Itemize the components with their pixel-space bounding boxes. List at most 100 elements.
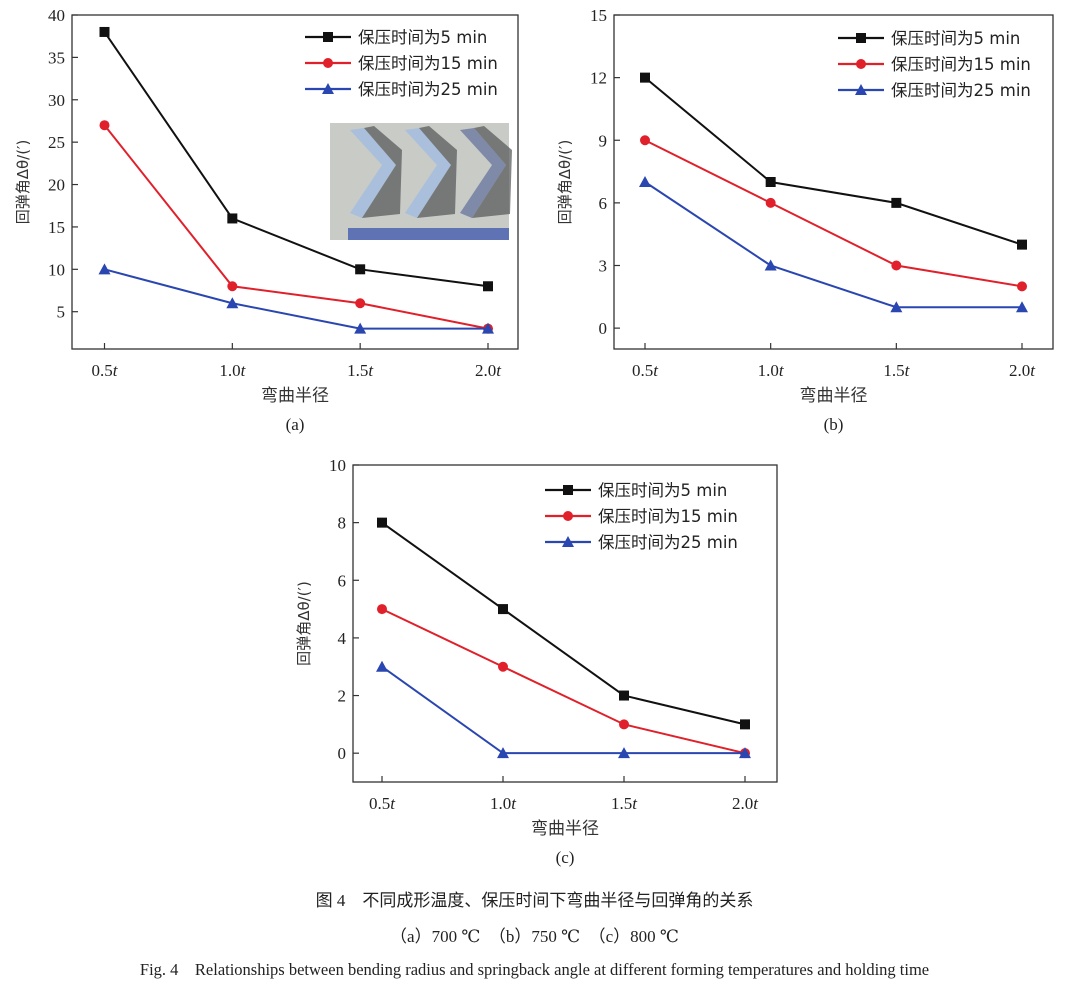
specimen-shadow xyxy=(472,126,512,218)
x-tick-unit: t xyxy=(368,361,374,380)
legend-entry-1: 保压时间为5 min xyxy=(838,29,1020,48)
y-tick-label: 0 xyxy=(338,744,347,763)
plot-frame xyxy=(613,14,1054,350)
triangle-marker xyxy=(855,84,867,95)
series-1 xyxy=(640,72,1027,250)
triangle-marker xyxy=(354,322,367,334)
x-tick-label: 2.0t xyxy=(1009,361,1036,380)
specimen-shadow xyxy=(362,126,402,218)
bent-specimen xyxy=(350,128,396,218)
legend-entry-1: 保压时间为5 min xyxy=(545,481,727,500)
x-tick-label: 2.0t xyxy=(732,794,759,813)
legend-entry-2: 保压时间为15 min xyxy=(838,55,1031,74)
series-line xyxy=(103,31,489,288)
y-tick-label: 2 xyxy=(338,687,347,706)
x-tick-unit: t xyxy=(1030,361,1036,380)
y-tick-label: 9 xyxy=(599,131,608,150)
square-marker xyxy=(891,197,902,208)
x-tick-unit: t xyxy=(779,361,785,380)
y-tick-label: 6 xyxy=(599,194,608,213)
square-marker xyxy=(563,485,573,495)
x-tick-label: 1.0t xyxy=(758,361,785,380)
triangle-marker xyxy=(1016,301,1028,313)
triangle-marker xyxy=(618,747,630,759)
x-axis-label: 弯曲半径 xyxy=(531,819,599,839)
y-tick-label: 10 xyxy=(48,260,65,279)
x-tick-unit: t xyxy=(632,794,638,813)
series-1 xyxy=(377,517,750,730)
y-tick-label: 25 xyxy=(48,133,65,152)
x-tick-label: 2.0t xyxy=(475,361,502,380)
circle-marker xyxy=(891,260,902,271)
x-tick-label: 1.5t xyxy=(611,794,638,813)
x-tick-unit: t xyxy=(653,361,659,380)
circle-marker xyxy=(377,604,387,615)
triangle-marker xyxy=(562,536,574,547)
y-tick-label: 30 xyxy=(48,91,65,110)
series-3 xyxy=(98,263,494,334)
x-tick-label: 0.5t xyxy=(92,361,119,380)
x-tick-unit: t xyxy=(113,361,119,380)
x-tick-number: 0.5 xyxy=(632,361,653,380)
series-line xyxy=(644,76,1023,246)
y-tick-label: 4 xyxy=(338,629,347,648)
circle-marker xyxy=(640,135,650,146)
square-marker xyxy=(483,281,493,292)
circle-marker xyxy=(498,661,508,672)
legend-label: 保压时间为15 min xyxy=(891,55,1031,74)
x-tick-label: 0.5t xyxy=(632,361,659,380)
triangle-marker xyxy=(764,259,777,271)
series-2 xyxy=(99,120,493,334)
x-tick-number: 2.0 xyxy=(1009,361,1030,380)
panel-label: (b) xyxy=(824,415,844,434)
x-tick-number: 1.0 xyxy=(219,361,240,380)
caption-en: Fig. 4 Relationships between bending rad… xyxy=(139,960,930,979)
triangle-marker xyxy=(376,660,388,672)
y-tick-label: 15 xyxy=(48,218,65,237)
circle-marker xyxy=(99,120,110,131)
x-tick-number: 1.5 xyxy=(347,361,368,380)
y-tick-label: 10 xyxy=(329,456,346,475)
series-line xyxy=(381,521,746,726)
circle-marker xyxy=(1017,281,1027,292)
specimen-shadow xyxy=(417,126,457,218)
y-tick-label: 40 xyxy=(48,6,65,25)
triangle-marker xyxy=(739,747,751,759)
bent-specimen xyxy=(405,128,451,218)
x-tick-unit: t xyxy=(511,794,517,813)
square-marker xyxy=(765,177,776,187)
square-marker xyxy=(377,517,387,528)
legend-label: 保压时间为5 min xyxy=(358,28,487,47)
legend-entry-3: 保压时间为25 min xyxy=(838,81,1031,100)
triangle-marker xyxy=(98,263,111,275)
legend-label: 保压时间为5 min xyxy=(891,29,1020,48)
x-tick-number: 1.0 xyxy=(758,361,779,380)
legend-label: 保压时间为5 min xyxy=(598,481,727,500)
square-marker xyxy=(1017,239,1027,250)
x-tick-number: 2.0 xyxy=(475,361,496,380)
series-line xyxy=(381,665,745,755)
x-tick-unit: t xyxy=(241,361,247,380)
x-tick-label: 0.5t xyxy=(369,794,396,813)
series-line xyxy=(644,181,1022,309)
plot-frame xyxy=(71,14,519,350)
square-marker xyxy=(619,690,629,701)
legend-entry-1: 保压时间为5 min xyxy=(305,28,487,47)
y-tick-label: 15 xyxy=(590,6,607,25)
x-tick-number: 0.5 xyxy=(369,794,390,813)
x-tick-unit: t xyxy=(905,361,911,380)
triangle-marker xyxy=(497,747,509,759)
circle-marker xyxy=(323,58,333,68)
y-tick-label: 8 xyxy=(338,514,347,533)
circle-marker xyxy=(355,298,366,309)
square-marker xyxy=(355,264,366,275)
y-tick-label: 35 xyxy=(48,48,65,67)
circle-marker xyxy=(765,197,776,208)
legend-label: 保压时间为25 min xyxy=(598,533,738,552)
plot-frame xyxy=(352,464,778,783)
ruler xyxy=(348,228,509,240)
x-tick-number: 0.5 xyxy=(92,361,113,380)
legend-entry-3: 保压时间为25 min xyxy=(545,533,738,552)
